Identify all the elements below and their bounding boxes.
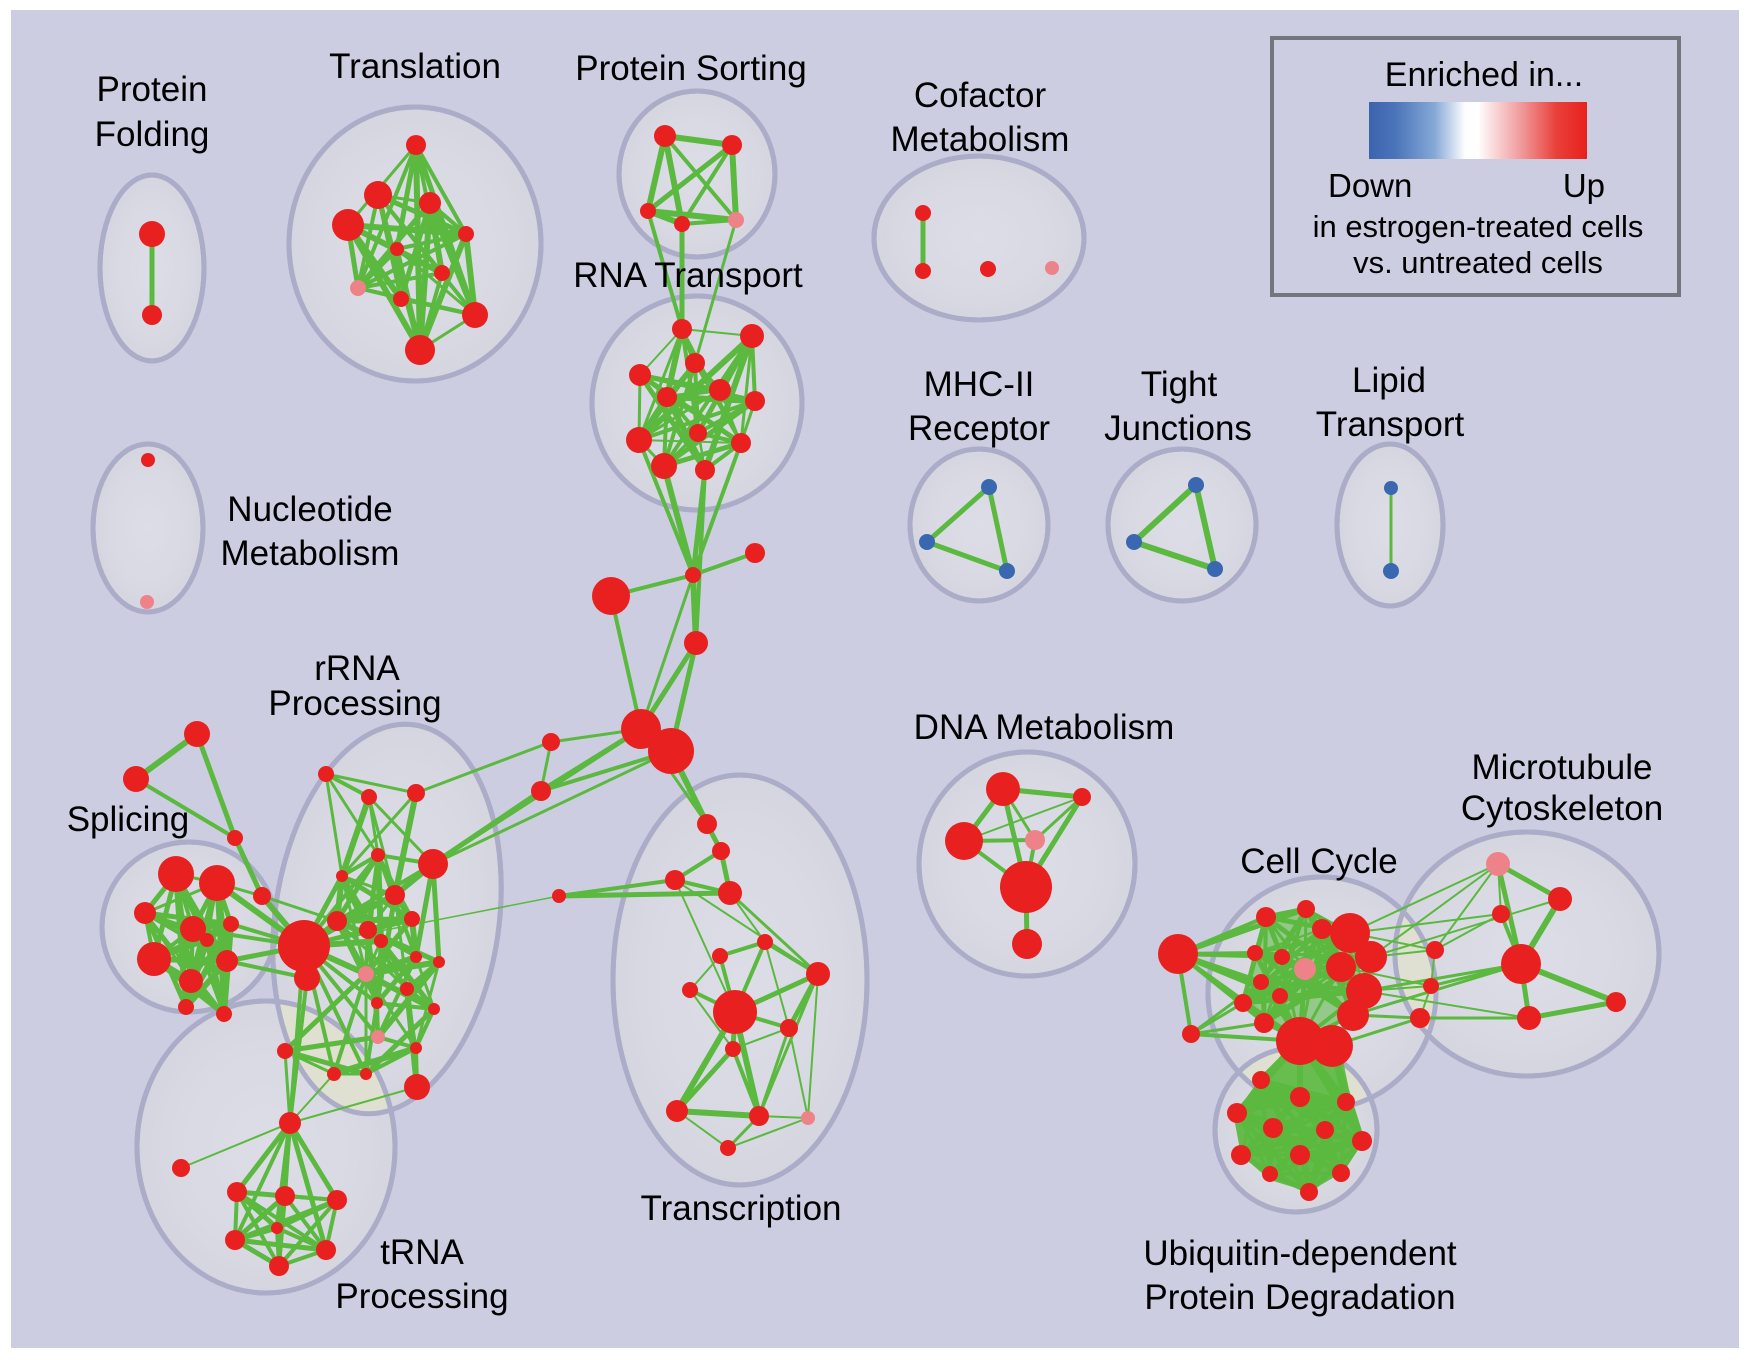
svg-text:Protein: Protein	[97, 70, 208, 109]
svg-text:Metabolism: Metabolism	[221, 534, 400, 573]
svg-text:Nucleotide: Nucleotide	[227, 490, 392, 529]
svg-text:tRNA: tRNA	[380, 1233, 464, 1272]
svg-text:Transport: Transport	[1316, 405, 1465, 444]
svg-text:Processing: Processing	[268, 684, 441, 723]
svg-text:Folding: Folding	[95, 115, 210, 154]
svg-text:Cofactor: Cofactor	[914, 76, 1047, 115]
svg-text:Protein Degradation: Protein Degradation	[1144, 1278, 1455, 1317]
svg-text:vs. untreated cells: vs. untreated cells	[1353, 245, 1603, 280]
svg-text:Splicing: Splicing	[67, 800, 190, 839]
svg-text:Processing: Processing	[335, 1277, 508, 1316]
svg-text:DNA Metabolism: DNA Metabolism	[914, 708, 1175, 747]
svg-text:Enriched in...: Enriched in...	[1385, 56, 1583, 94]
svg-text:Tight: Tight	[1141, 365, 1218, 404]
svg-text:Translation: Translation	[329, 47, 501, 86]
svg-text:Cell Cycle: Cell Cycle	[1240, 842, 1398, 881]
svg-text:Metabolism: Metabolism	[891, 120, 1070, 159]
svg-text:RNA Transport: RNA Transport	[573, 256, 803, 295]
svg-text:Microtubule: Microtubule	[1472, 748, 1653, 787]
svg-text:Cytoskeleton: Cytoskeleton	[1461, 789, 1663, 828]
svg-text:Up: Up	[1563, 167, 1605, 204]
svg-text:Receptor: Receptor	[908, 409, 1050, 448]
svg-text:Transcription: Transcription	[641, 1189, 842, 1228]
svg-text:Lipid: Lipid	[1352, 361, 1426, 400]
svg-text:in estrogen-treated cells: in estrogen-treated cells	[1313, 209, 1644, 244]
svg-text:Protein Sorting: Protein Sorting	[575, 49, 807, 88]
svg-text:rRNA: rRNA	[314, 649, 400, 688]
svg-text:Ubiquitin-dependent: Ubiquitin-dependent	[1143, 1234, 1457, 1273]
svg-text:Down: Down	[1328, 167, 1412, 204]
svg-text:Junctions: Junctions	[1104, 409, 1252, 448]
svg-text:MHC-II: MHC-II	[924, 365, 1035, 404]
